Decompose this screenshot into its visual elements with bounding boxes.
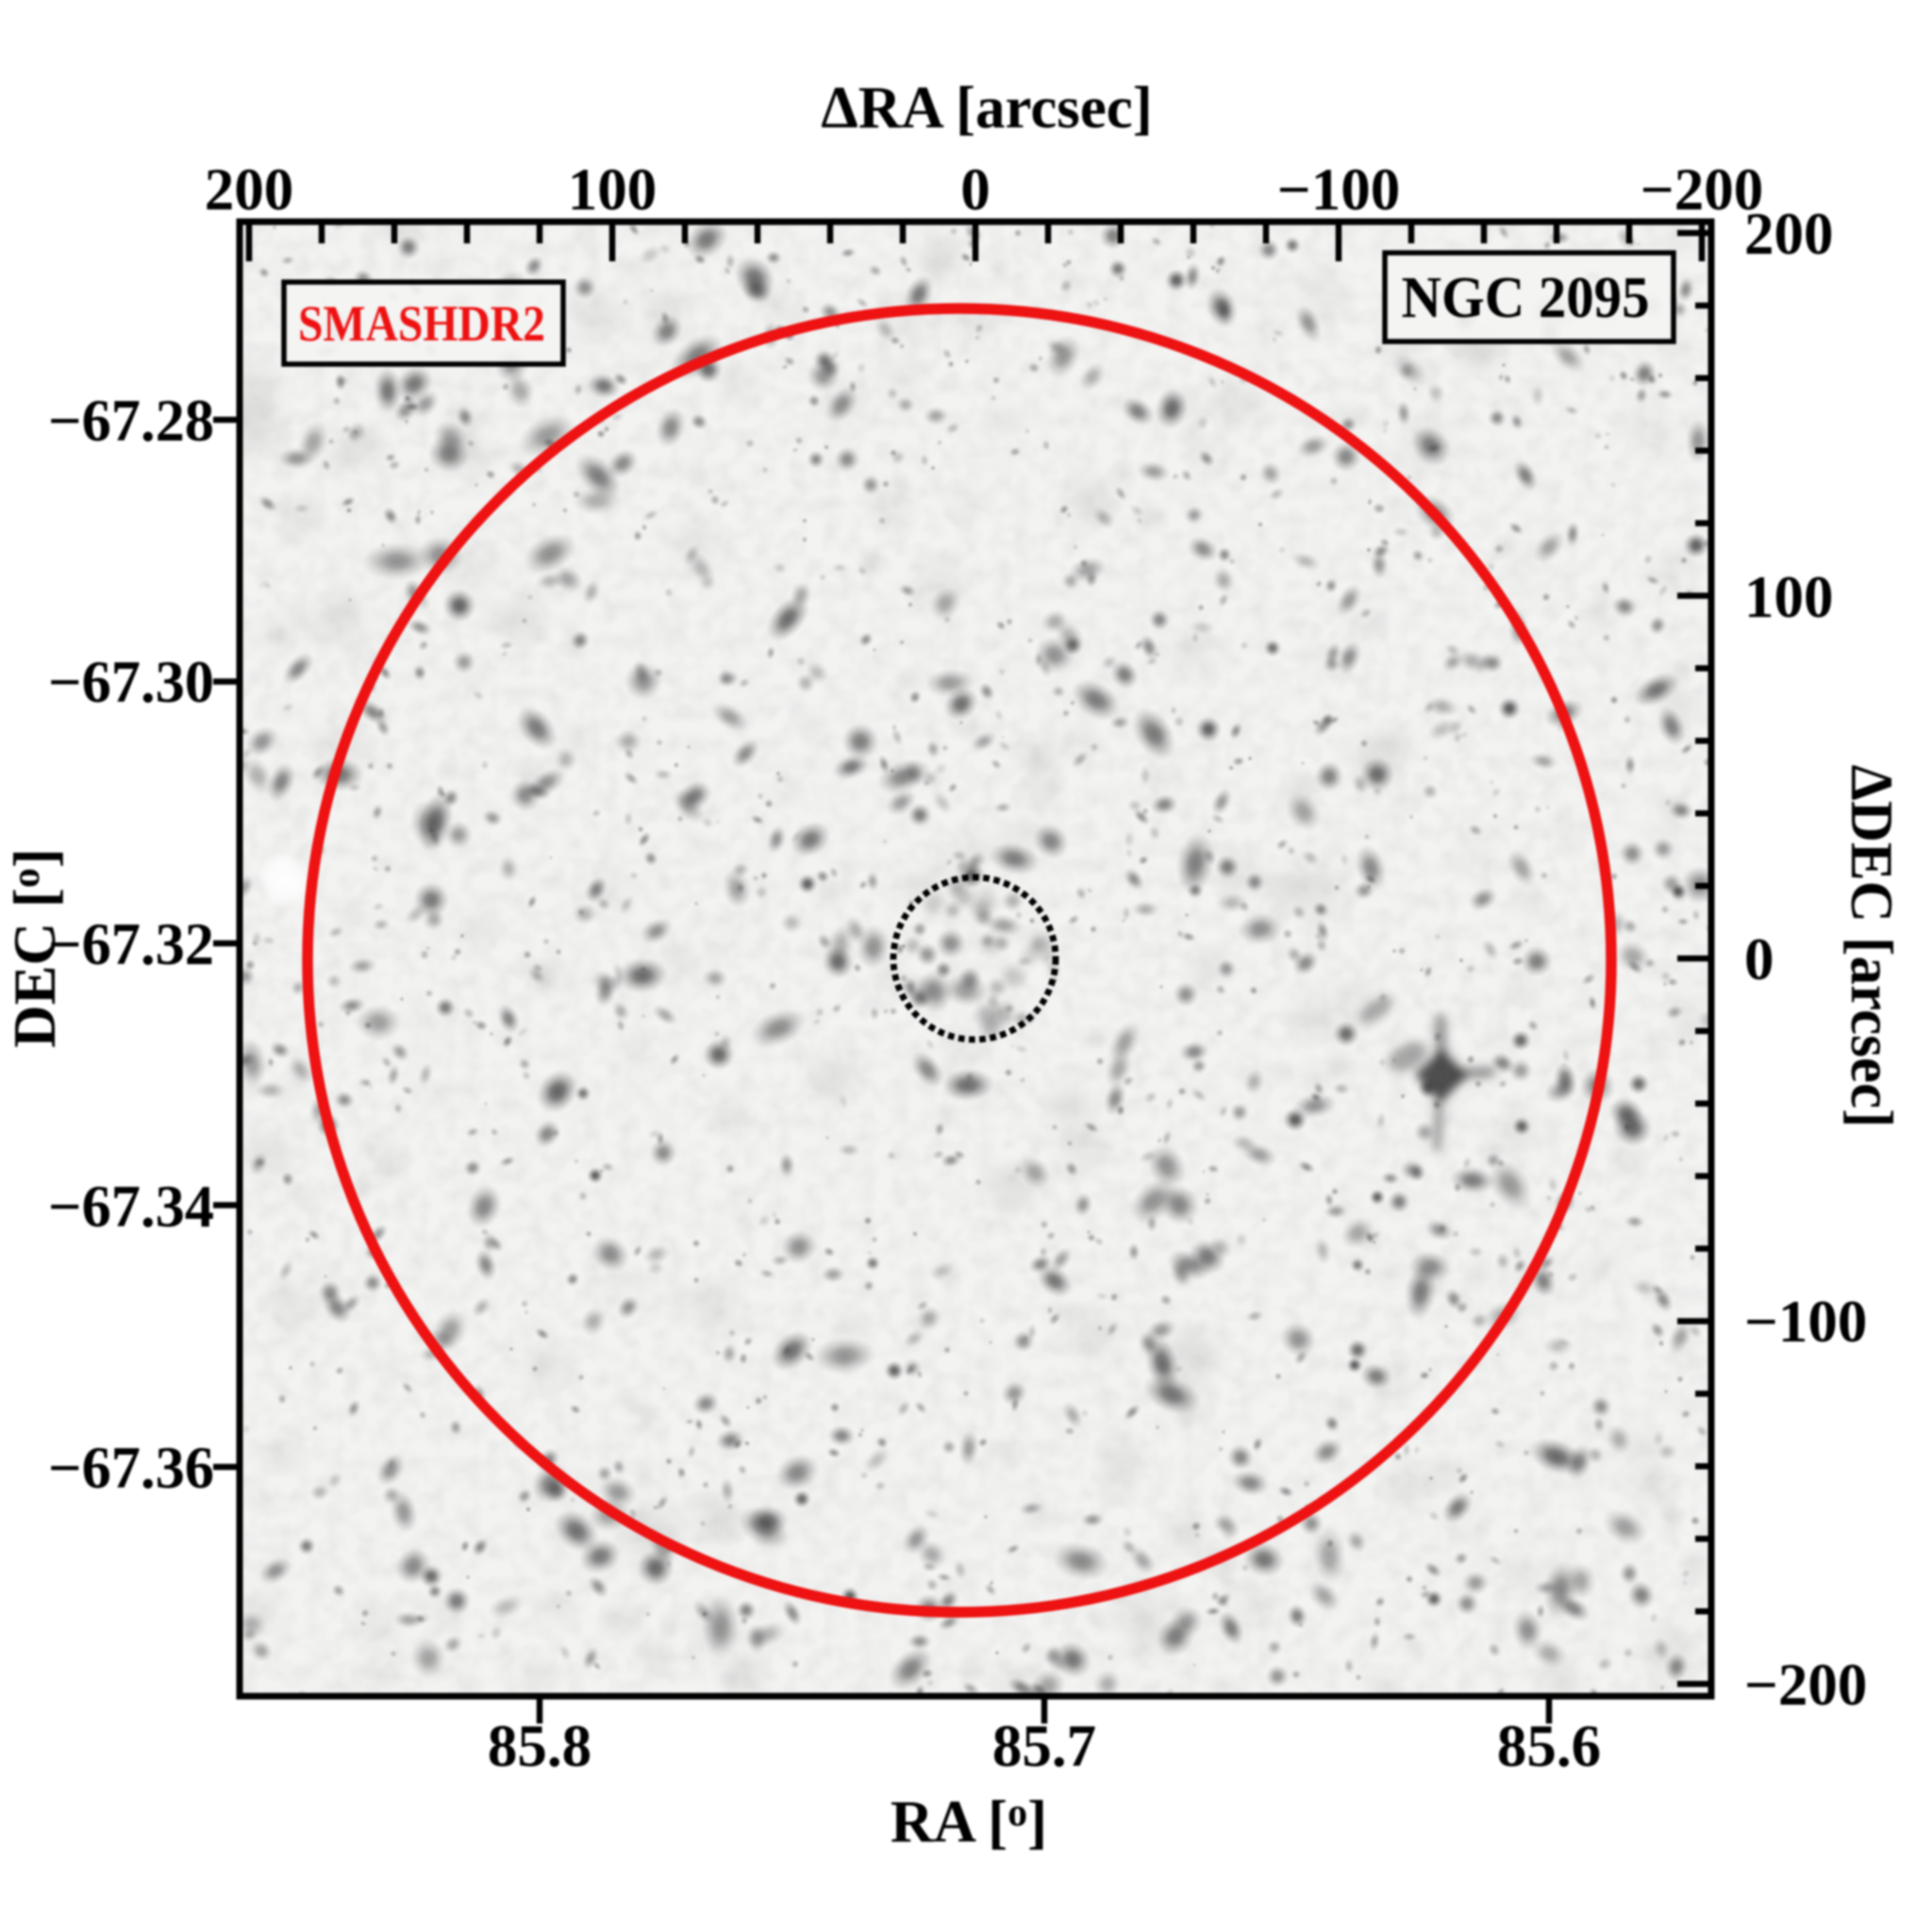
svg-text:ΔRA [arcsec]: ΔRA [arcsec] xyxy=(821,75,1152,141)
svg-text:0: 0 xyxy=(960,157,991,223)
svg-text:−100: −100 xyxy=(1744,1289,1867,1355)
svg-text:NGC 2095: NGC 2095 xyxy=(1402,266,1650,330)
svg-text:−67.34: −67.34 xyxy=(48,1174,214,1240)
svg-text:85.8: 85.8 xyxy=(488,1713,591,1779)
svg-text:100: 100 xyxy=(568,157,658,223)
svg-text:−200: −200 xyxy=(1641,157,1763,223)
svg-text:−67.28: −67.28 xyxy=(48,388,214,454)
svg-text:RA [o]: RA [o] xyxy=(891,1789,1047,1855)
svg-text:−100: −100 xyxy=(1277,157,1400,223)
svg-text:100: 100 xyxy=(1744,564,1834,630)
svg-text:DEC [o]: DEC [o] xyxy=(2,848,68,1048)
svg-text:200: 200 xyxy=(1744,201,1834,267)
svg-text:85.6: 85.6 xyxy=(1497,1713,1601,1779)
svg-text:SMASHDR2: SMASHDR2 xyxy=(298,295,545,352)
svg-text:−67.36: −67.36 xyxy=(48,1435,214,1501)
svg-text:ΔDEC [arcsec]: ΔDEC [arcsec] xyxy=(1839,765,1905,1128)
svg-text:200: 200 xyxy=(205,157,294,223)
svg-text:−67.32: −67.32 xyxy=(48,911,214,977)
svg-text:−200: −200 xyxy=(1744,1652,1867,1718)
svg-text:−67.30: −67.30 xyxy=(48,649,214,715)
svg-text:0: 0 xyxy=(1744,926,1774,992)
svg-text:85.7: 85.7 xyxy=(992,1713,1096,1779)
